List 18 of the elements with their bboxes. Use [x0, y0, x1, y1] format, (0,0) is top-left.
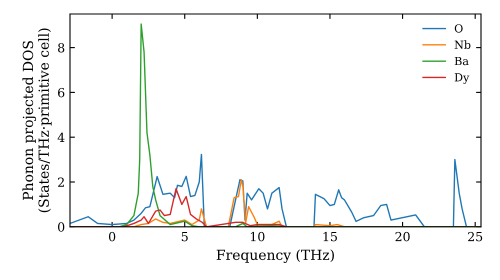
- legend-label: Dy: [454, 73, 470, 84]
- y-axis-title: Phonon projected DOS (States/THz·primitive cell): [22, 28, 52, 212]
- legend-label: O: [454, 24, 463, 33]
- line-series: [70, 154, 468, 227]
- x-tick-label: 15: [324, 232, 337, 242]
- x-tick-label: 25: [468, 232, 482, 242]
- legend-label: Nb: [454, 40, 470, 49]
- x-tick-label: 10: [250, 232, 264, 242]
- x-tick-label: 5: [182, 232, 188, 242]
- x-tick-label: 0: [108, 232, 116, 242]
- y-tick-label: 4: [58, 132, 65, 142]
- y-tick-label: 8: [58, 43, 64, 53]
- legend-label: Ba: [454, 56, 469, 66]
- y-tick-label: 2: [58, 177, 64, 187]
- y-tick-label: 0: [58, 222, 64, 232]
- x-axis-title: Frequency (THz): [216, 249, 334, 263]
- x-tick-label: 20: [395, 232, 410, 242]
- y-tick-label: 6: [58, 88, 64, 98]
